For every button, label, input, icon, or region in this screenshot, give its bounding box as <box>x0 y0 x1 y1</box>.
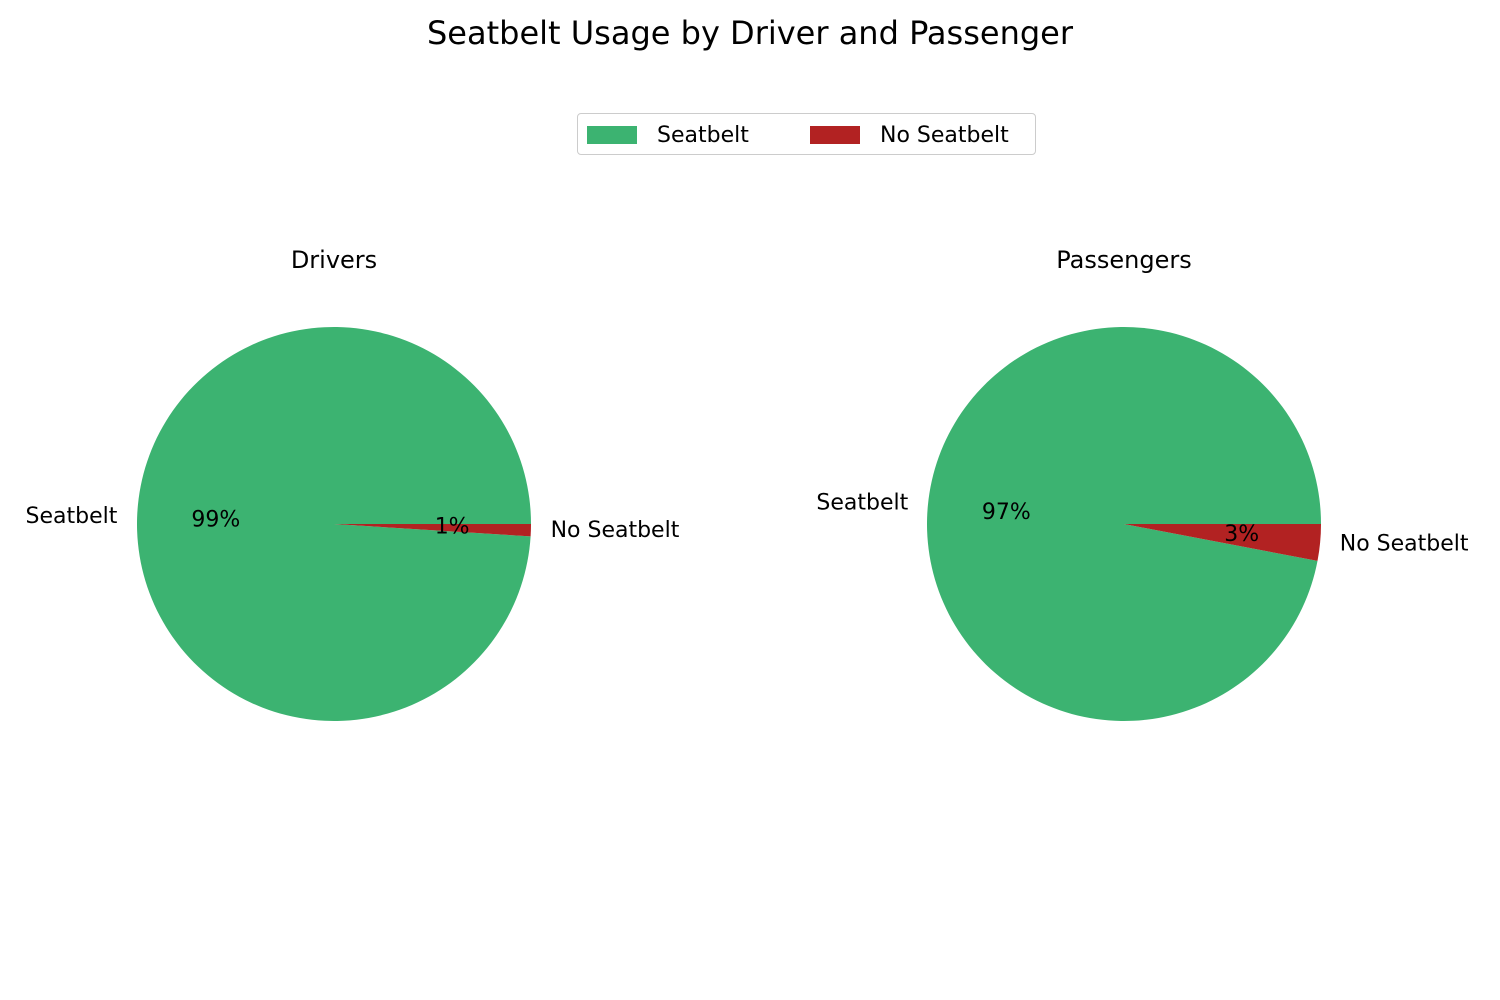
slice-label-seatbelt: Seatbelt <box>816 491 908 516</box>
pie-chart-drivers: Drivers Seatbelt 99% No Seatbelt 1% <box>26 246 680 721</box>
pie-title: Drivers <box>291 246 377 274</box>
pie-slice-no-seatbelt <box>1124 524 1321 561</box>
pie-slice-seatbelt <box>136 326 531 721</box>
slice-label-no-seatbelt: No Seatbelt <box>551 518 680 543</box>
pie-slice-no-seatbelt <box>334 524 531 537</box>
slice-pct-seatbelt: 99% <box>191 507 240 532</box>
legend-swatch-seatbelt <box>587 126 637 144</box>
legend-item-seatbelt: Seatbelt <box>587 114 749 156</box>
slice-pct-no-seatbelt: 1% <box>435 515 470 540</box>
legend-label-no-seatbelt: No Seatbelt <box>880 122 1009 148</box>
slice-pct-seatbelt: 97% <box>982 500 1031 525</box>
legend-swatch-no-seatbelt <box>810 126 860 144</box>
pie-chart-passengers: Passengers Seatbelt 97% No Seatbelt 3% <box>816 246 1469 722</box>
legend-item-no-seatbelt: No Seatbelt <box>810 114 1009 156</box>
pie-title: Passengers <box>1056 246 1191 274</box>
legend-label-seatbelt: Seatbelt <box>657 122 749 148</box>
legend: Seatbelt No Seatbelt <box>577 113 1036 155</box>
slice-label-no-seatbelt: No Seatbelt <box>1340 531 1469 556</box>
slice-label-seatbelt: Seatbelt <box>26 504 118 529</box>
slice-pct-no-seatbelt: 3% <box>1224 522 1259 547</box>
pie-slice-seatbelt <box>927 327 1321 722</box>
figure-title: Seatbelt Usage by Driver and Passenger <box>426 14 1073 52</box>
